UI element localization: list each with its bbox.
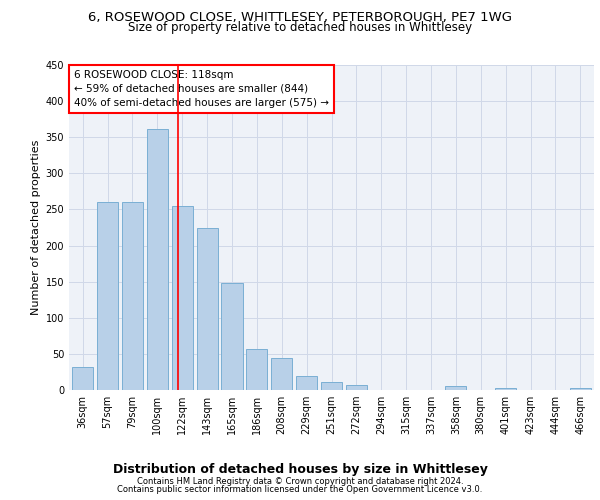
Bar	[172, 206, 193, 390]
Bar	[197, 228, 218, 390]
Bar	[321, 382, 342, 390]
Bar	[147, 128, 168, 390]
Bar	[271, 358, 292, 390]
Bar	[346, 385, 367, 390]
Bar	[72, 367, 93, 390]
Y-axis label: Number of detached properties: Number of detached properties	[31, 140, 41, 315]
Text: Contains HM Land Registry data © Crown copyright and database right 2024.: Contains HM Land Registry data © Crown c…	[137, 477, 463, 486]
Bar	[221, 283, 242, 390]
Bar	[97, 202, 118, 390]
Text: 6 ROSEWOOD CLOSE: 118sqm
← 59% of detached houses are smaller (844)
40% of semi-: 6 ROSEWOOD CLOSE: 118sqm ← 59% of detach…	[74, 70, 329, 108]
Bar	[570, 388, 591, 390]
Bar	[246, 349, 268, 390]
Text: Distribution of detached houses by size in Whittlesey: Distribution of detached houses by size …	[113, 462, 487, 475]
Text: 6, ROSEWOOD CLOSE, WHITTLESEY, PETERBOROUGH, PE7 1WG: 6, ROSEWOOD CLOSE, WHITTLESEY, PETERBORO…	[88, 11, 512, 24]
Bar	[296, 376, 317, 390]
Bar	[445, 386, 466, 390]
Text: Contains public sector information licensed under the Open Government Licence v3: Contains public sector information licen…	[118, 485, 482, 494]
Bar	[122, 202, 143, 390]
Text: Size of property relative to detached houses in Whittlesey: Size of property relative to detached ho…	[128, 22, 472, 35]
Bar	[495, 388, 516, 390]
